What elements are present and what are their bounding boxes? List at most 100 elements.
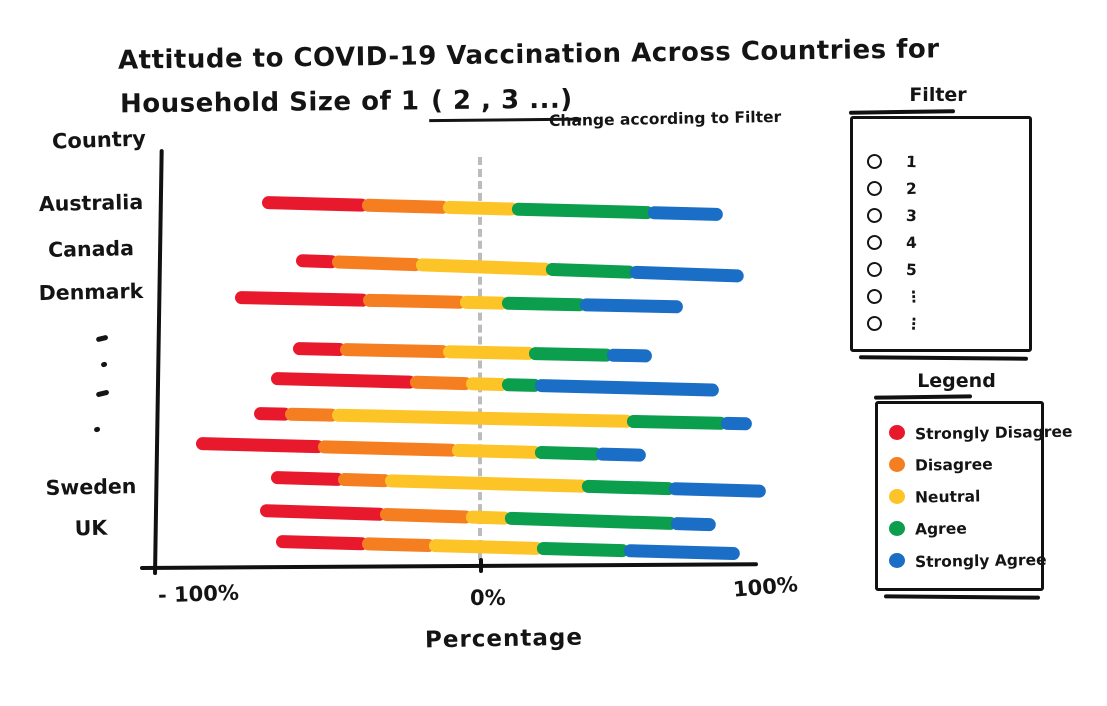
bar-segment-strongly-disagree xyxy=(276,535,369,551)
legend-item-neutral: Neutral xyxy=(889,486,1072,507)
bar-segment-strongly-agree xyxy=(670,516,716,532)
bar-segment-agree xyxy=(537,541,630,558)
bar-segment-neutral xyxy=(442,200,519,216)
filter-option-more[interactable]: ⋮ xyxy=(866,286,922,307)
bar-segment-neutral xyxy=(451,443,541,460)
bar-segment-agree xyxy=(534,445,602,461)
filter-option-list: 1 2 3 4 5 ⋮ ⋮ xyxy=(866,151,922,334)
bar-segment-neutral xyxy=(414,258,552,276)
x-tick-label-zero: 0% xyxy=(470,586,506,610)
filter-option-label: 4 xyxy=(905,233,918,252)
bar-segment-agree xyxy=(545,262,636,279)
bar-row-Denmark xyxy=(234,291,683,314)
bar-segment-disagree xyxy=(317,440,458,457)
radio-icon xyxy=(866,288,883,305)
legend-item-disagree: Disagree xyxy=(889,454,1072,475)
bar-segment-disagree xyxy=(409,375,472,391)
bar-segment-strongly-agree xyxy=(667,482,766,498)
chart-title-line1: Attitude to COVID-19 Vaccination Across … xyxy=(117,34,940,76)
bar-segment-strongly-agree xyxy=(595,447,647,462)
legend-swatch-icon xyxy=(889,553,905,568)
legend-panel: Strongly Disagree Disagree Neutral Agree Str… xyxy=(875,401,1073,591)
bar-segment-strongly-agree xyxy=(623,544,741,561)
bar-segment-strongly-agree xyxy=(720,416,752,431)
filter-option-4[interactable]: 4 xyxy=(866,232,922,253)
filter-option-label: ⋮ xyxy=(905,314,922,333)
bar-segment-strongly-agree xyxy=(648,206,724,222)
radio-icon xyxy=(866,261,883,278)
bar-row-ellipsis xyxy=(270,372,719,397)
legend-item-agree: Agree xyxy=(889,518,1072,539)
bar-segment-neutral xyxy=(442,345,536,361)
bar-segment-neutral xyxy=(331,408,633,428)
legend-item-label: Agree xyxy=(914,519,967,538)
bar-segment-disagree xyxy=(331,255,422,272)
radio-icon xyxy=(866,153,883,170)
x-axis-line xyxy=(139,562,758,570)
country-label-sweden: Sweden xyxy=(45,474,137,500)
title-line2-prefix: Household Size of 1 xyxy=(119,86,430,120)
filter-option-2[interactable]: 2 xyxy=(866,178,922,199)
filter-option-5[interactable]: 5 xyxy=(866,259,922,280)
legend-swatch-icon xyxy=(889,521,905,536)
bar-row-Australia xyxy=(262,196,724,222)
country-label-australia: Australia xyxy=(38,189,144,217)
bar-segment-strongly-disagree xyxy=(262,196,369,212)
bar-segment-strongly-agree xyxy=(534,378,719,397)
country-ellipsis-mark xyxy=(95,334,109,342)
bar-segment-strongly-agree xyxy=(579,298,683,314)
filter-panel: 1 2 3 4 5 ⋮ ⋮ xyxy=(850,116,1032,352)
bar-segment-neutral xyxy=(459,295,508,310)
bar-segment-disagree xyxy=(362,198,450,214)
legend-item-strongly-agree: Strongly Agree xyxy=(889,550,1072,571)
radio-icon xyxy=(866,234,883,251)
filter-option-1[interactable]: 1 xyxy=(866,151,922,172)
bar-row-ellipsis xyxy=(253,407,752,431)
bar-segment-strongly-agree xyxy=(628,265,744,283)
country-label-canada: Canada xyxy=(47,236,135,262)
legend-item-label: Neutral xyxy=(914,486,981,507)
bar-segment-strongly-disagree xyxy=(234,291,369,307)
bar-segment-strongly-agree xyxy=(606,348,652,363)
bar-row-Sweden xyxy=(259,504,716,532)
bar-row-UK xyxy=(276,535,741,561)
filter-panel-title: Filter xyxy=(909,84,967,106)
x-tick-label-neg100: - 100% xyxy=(157,580,240,608)
bar-row-ellipsis xyxy=(270,471,766,498)
bar-row-ellipsis xyxy=(292,342,652,363)
bar-segment-agree xyxy=(626,414,728,430)
country-label-uk: UK xyxy=(74,515,108,541)
y-axis-title: Country xyxy=(51,126,147,154)
filter-option-label: ⋮ xyxy=(905,287,922,306)
bar-segment-agree xyxy=(501,296,586,312)
bar-segment-agree xyxy=(503,511,678,531)
country-ellipsis-mark xyxy=(93,426,101,433)
bar-segment-disagree xyxy=(362,537,436,553)
filter-option-3[interactable]: 3 xyxy=(866,205,922,226)
bar-segment-agree xyxy=(512,202,655,220)
country-label-denmark: Denmark xyxy=(38,278,144,306)
bar-segment-agree xyxy=(581,479,675,496)
filter-option-label: 2 xyxy=(905,179,918,198)
bar-row-Canada xyxy=(295,254,744,283)
legend-swatch-icon xyxy=(889,489,905,504)
chart-title-line2: Household Size of 1 ( 2 , 3 ...) xyxy=(119,84,581,123)
legend-item-label: Disagree xyxy=(914,454,993,475)
bar-segment-strongly-disagree xyxy=(259,504,386,521)
radio-icon xyxy=(866,207,883,224)
bar-row-ellipsis xyxy=(195,437,647,462)
filter-option-more[interactable]: ⋮ xyxy=(866,313,922,334)
x-axis-zero-tick xyxy=(479,558,483,573)
bar-segment-agree xyxy=(529,346,614,362)
filter-option-label: 5 xyxy=(905,260,918,279)
filter-option-label: 1 xyxy=(905,152,918,171)
legend-swatch-icon xyxy=(889,457,905,472)
bar-segment-strongly-disagree xyxy=(292,342,347,357)
bar-segment-neutral xyxy=(384,474,589,493)
bar-segment-strongly-disagree xyxy=(270,471,344,487)
x-axis-title: Percentage xyxy=(424,624,584,654)
bar-segment-neutral xyxy=(428,539,544,555)
title-annotation: Change according to Filter xyxy=(548,107,782,131)
legend-swatch-icon xyxy=(889,425,905,440)
